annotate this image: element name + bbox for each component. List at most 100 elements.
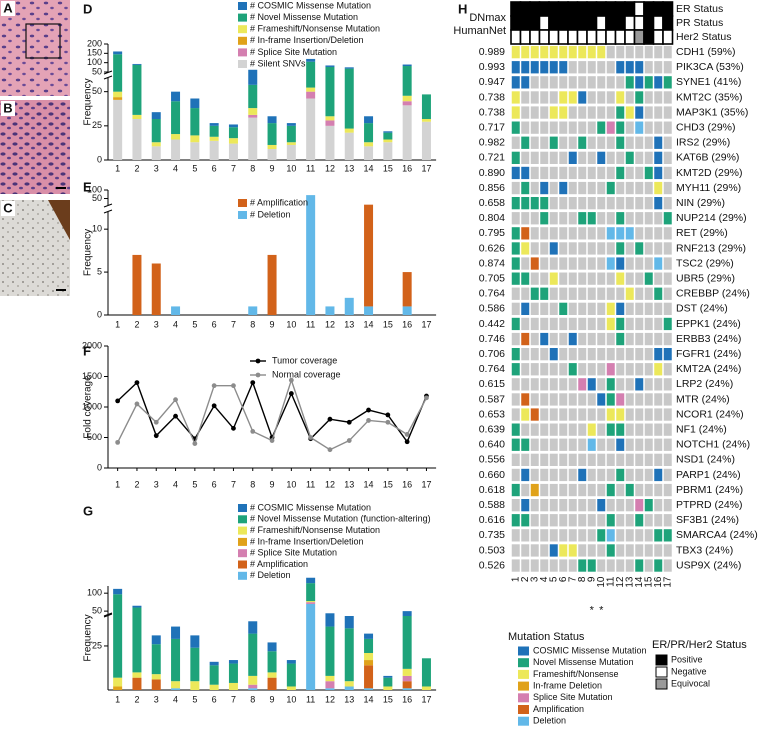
mutation-cell	[616, 438, 625, 451]
mutation-cell	[549, 121, 558, 134]
bar-segment	[286, 686, 296, 690]
point	[211, 383, 217, 389]
mutation-cell	[625, 408, 634, 421]
mutation-cell	[597, 559, 606, 572]
y-axis-label: Fold coverage	[83, 375, 94, 439]
mutation-cell	[540, 287, 549, 300]
sample-label: 1	[510, 576, 521, 582]
mutation-cell	[578, 242, 587, 255]
mutation-cell	[540, 61, 549, 74]
bar-segment	[151, 644, 161, 675]
mutation-cell	[597, 197, 606, 210]
mutation-cell	[568, 423, 577, 436]
mutation-cell	[616, 559, 625, 572]
mutation-cell	[540, 499, 549, 512]
mutation-cell	[597, 212, 606, 225]
x-tick-label: 14	[364, 694, 374, 704]
panel-label: C	[3, 200, 13, 215]
mutation-cell	[511, 317, 520, 331]
bar-segment	[171, 688, 181, 690]
y-tick-label: 150	[87, 48, 102, 58]
x-tick-label: 5	[192, 163, 197, 173]
bar-segment	[228, 127, 238, 139]
mutation-cell	[644, 151, 653, 164]
mutation-cell	[654, 151, 663, 164]
bar-segment	[286, 142, 296, 145]
y-tick-label: 1500	[82, 371, 102, 381]
mutation-cell	[578, 212, 587, 225]
bar-segment	[151, 142, 161, 147]
point	[288, 391, 294, 396]
mutation-cell	[559, 227, 568, 240]
mutation-cell	[559, 332, 568, 346]
bar-segment	[113, 588, 123, 595]
mutation-cell	[644, 423, 653, 436]
bar-segment	[286, 660, 296, 664]
legend-swatch	[238, 13, 247, 22]
mutation-cell	[597, 363, 606, 376]
mutation-cell	[625, 423, 634, 436]
bar-segment	[325, 125, 335, 160]
bar-segment	[306, 603, 316, 690]
bar-segment	[228, 124, 238, 128]
bar-segment	[306, 577, 316, 584]
mutation-cell	[521, 559, 530, 572]
x-tick-label: 4	[173, 319, 178, 329]
mutation-cell	[635, 559, 644, 572]
x-tick-label: 6	[212, 694, 217, 704]
mutation-cell	[568, 393, 577, 406]
mutation-cell	[521, 91, 530, 104]
mutation-cell	[568, 106, 577, 119]
mutation-cell	[559, 136, 568, 149]
mutation-cell	[511, 302, 520, 315]
legend-label: # Amplification	[250, 559, 308, 569]
status-cell	[567, 15, 579, 31]
bar-segment	[228, 682, 238, 690]
mutation-cell	[635, 348, 644, 361]
mutation-cell	[616, 363, 625, 376]
mutation-cell	[616, 197, 625, 210]
bar-segment	[132, 677, 142, 690]
mutation-cell	[587, 453, 596, 466]
mutation-cell	[635, 227, 644, 240]
mutation-cell	[616, 106, 625, 119]
mutation-cell	[530, 61, 539, 74]
bar-segment	[132, 64, 142, 115]
mutation-cell	[587, 514, 596, 527]
bar-segment	[151, 263, 161, 315]
mutation-cell	[587, 317, 596, 331]
bar-segment	[267, 677, 277, 690]
mutation-cell	[530, 46, 539, 59]
point	[153, 433, 159, 439]
point	[366, 418, 371, 423]
mutation-cell	[635, 393, 644, 406]
axis-break	[103, 75, 113, 80]
mutation-cell	[625, 378, 634, 391]
panel-label: B	[3, 100, 12, 115]
bar-segment	[402, 616, 412, 669]
gene-label: PTPRD (24%)	[676, 499, 743, 511]
x-tick-label: 2	[134, 163, 139, 173]
mutation-cell	[578, 91, 587, 104]
status-cell	[557, 1, 569, 17]
mutation-cell	[644, 468, 653, 482]
score: 0.442	[479, 318, 505, 330]
mutation-cell	[511, 499, 520, 512]
x-tick-label: 16	[402, 479, 412, 489]
mutation-cell	[521, 514, 530, 527]
bar-segment	[325, 306, 335, 315]
mutation-cell	[549, 61, 558, 74]
mutation-cell	[635, 106, 644, 119]
status-cell	[538, 15, 550, 31]
status-cell	[529, 1, 541, 17]
status-cell	[662, 15, 674, 31]
mutation-cell	[587, 529, 596, 542]
mutation-cell	[654, 287, 663, 300]
mutation-cell	[587, 348, 596, 361]
mutation-cell	[616, 529, 625, 542]
mutation-cell	[663, 393, 672, 406]
bar-segment	[344, 616, 354, 629]
mutation-cell	[625, 106, 634, 119]
gene-label: NOTCH1 (24%)	[676, 439, 750, 451]
